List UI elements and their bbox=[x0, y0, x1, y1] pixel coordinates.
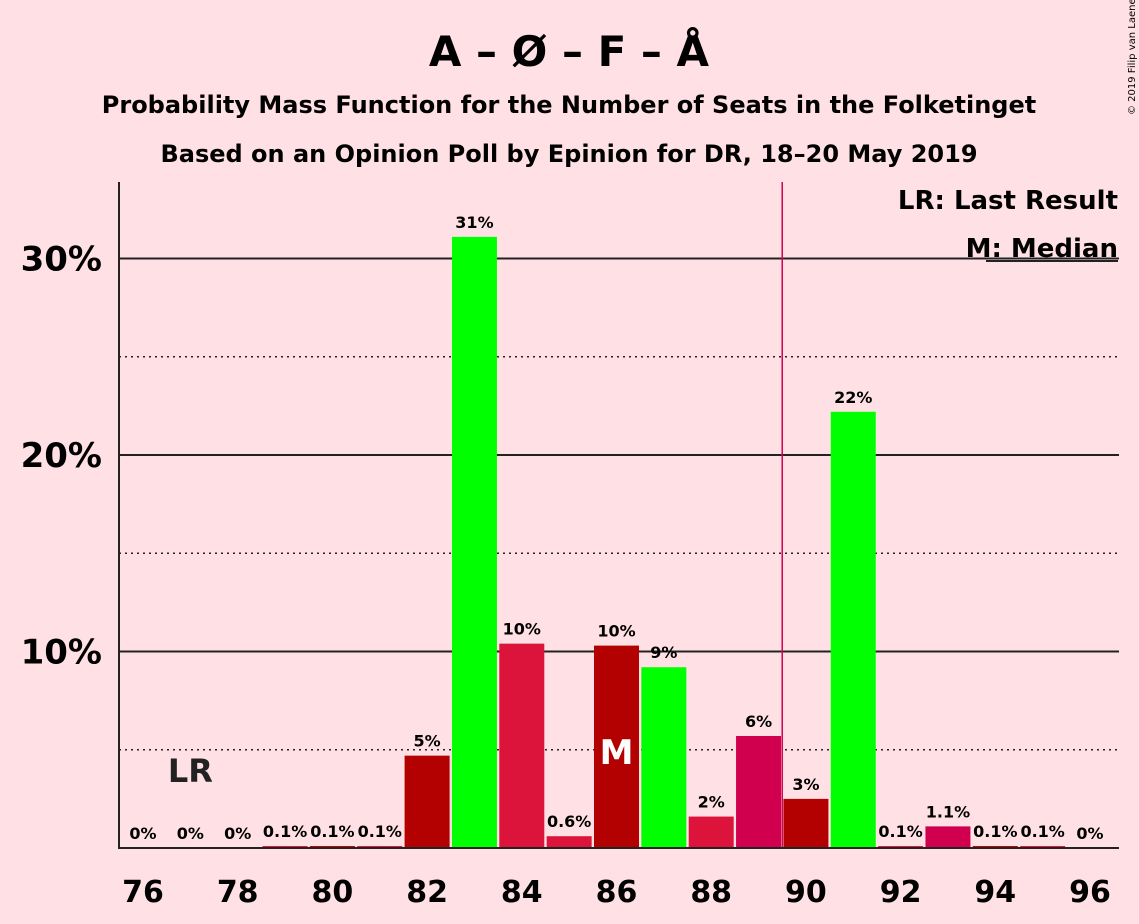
bar-value-label: 9% bbox=[650, 643, 677, 662]
bar-value-label: 31% bbox=[455, 213, 493, 232]
x-tick-label: 86 bbox=[596, 875, 638, 910]
bar-value-label: 0% bbox=[224, 824, 251, 843]
bar-value-label: 2% bbox=[698, 793, 725, 812]
bar-seat-86 bbox=[594, 645, 639, 848]
bar-value-label: 0.6% bbox=[547, 812, 591, 831]
x-tick-label: 80 bbox=[312, 875, 354, 910]
x-tick-label: 94 bbox=[974, 875, 1016, 910]
x-tick-label: 90 bbox=[785, 875, 827, 910]
bar-seat-89 bbox=[736, 735, 782, 848]
x-tick-label: 96 bbox=[1069, 875, 1111, 910]
bar-value-label: 22% bbox=[834, 388, 872, 407]
y-tick-label: 20% bbox=[21, 436, 102, 476]
bar-value-label: 5% bbox=[414, 732, 441, 751]
bar-value-label: 0% bbox=[129, 824, 156, 843]
bar-value-label: 0.1% bbox=[310, 822, 354, 841]
bar-value-label: 0.1% bbox=[358, 822, 402, 841]
bar-seat-83 bbox=[451, 236, 497, 848]
bar-value-label: 0% bbox=[177, 824, 204, 843]
x-tick-label: 92 bbox=[880, 875, 922, 910]
bar-seat-88 bbox=[688, 816, 734, 848]
bar-value-label: 0.1% bbox=[1020, 822, 1064, 841]
bar-seat-93 bbox=[925, 826, 971, 848]
bar-value-label: 0.1% bbox=[973, 822, 1017, 841]
bars: 0% 0% 0% 0.1% 0.1% 0.1%5%31%10%0.6%10%9%2%6%3… bbox=[129, 213, 1104, 848]
bar-value-label: 10% bbox=[597, 622, 635, 641]
x-tick-label: 84 bbox=[501, 875, 543, 910]
bar-seat-90 bbox=[783, 798, 829, 848]
last-result-marker: LR bbox=[168, 752, 213, 790]
x-tick-label: 88 bbox=[690, 875, 732, 910]
bar-value-label: 0.1% bbox=[878, 822, 922, 841]
bar-seat-84 bbox=[499, 643, 545, 848]
bar-seat-91 bbox=[830, 411, 876, 848]
legend-median: M: Median bbox=[966, 234, 1118, 264]
overlays: LR M bbox=[168, 182, 783, 848]
grid-lines: 10% 20% 30% 76 78 80 82 84 86 88 90 92 94 96 bbox=[21, 240, 1119, 910]
chart-subtitle-poll: Based on an Opinion Poll by Epinion for … bbox=[160, 140, 977, 168]
median-marker: M bbox=[600, 733, 634, 773]
bar-value-label: 10% bbox=[503, 620, 541, 639]
bar-value-label: 1.1% bbox=[926, 802, 970, 821]
bar-seat-85 bbox=[546, 836, 592, 848]
x-tick-label: 82 bbox=[406, 875, 448, 910]
bar-seat-82 bbox=[404, 755, 450, 848]
x-tick-label: 78 bbox=[217, 875, 259, 910]
chart-subtitle: Probability Mass Function for the Number… bbox=[102, 91, 1036, 119]
y-tick-label: 10% bbox=[21, 633, 102, 673]
bar-value-label: 0% bbox=[1076, 824, 1103, 843]
legend-last-result: LR: Last Result bbox=[898, 186, 1118, 216]
bar-value-label: 0.1% bbox=[263, 822, 307, 841]
bar-value-label: 6% bbox=[745, 712, 772, 731]
x-tick-label: 76 bbox=[122, 875, 164, 910]
bar-value-label: 3% bbox=[792, 775, 819, 794]
y-tick-label: 30% bbox=[21, 240, 102, 280]
copyright-credit: © 2019 Filip van Laenen bbox=[1127, 0, 1138, 115]
bar-seat-87 bbox=[641, 667, 687, 848]
chart-title: A – Ø – F – Å bbox=[429, 26, 710, 76]
